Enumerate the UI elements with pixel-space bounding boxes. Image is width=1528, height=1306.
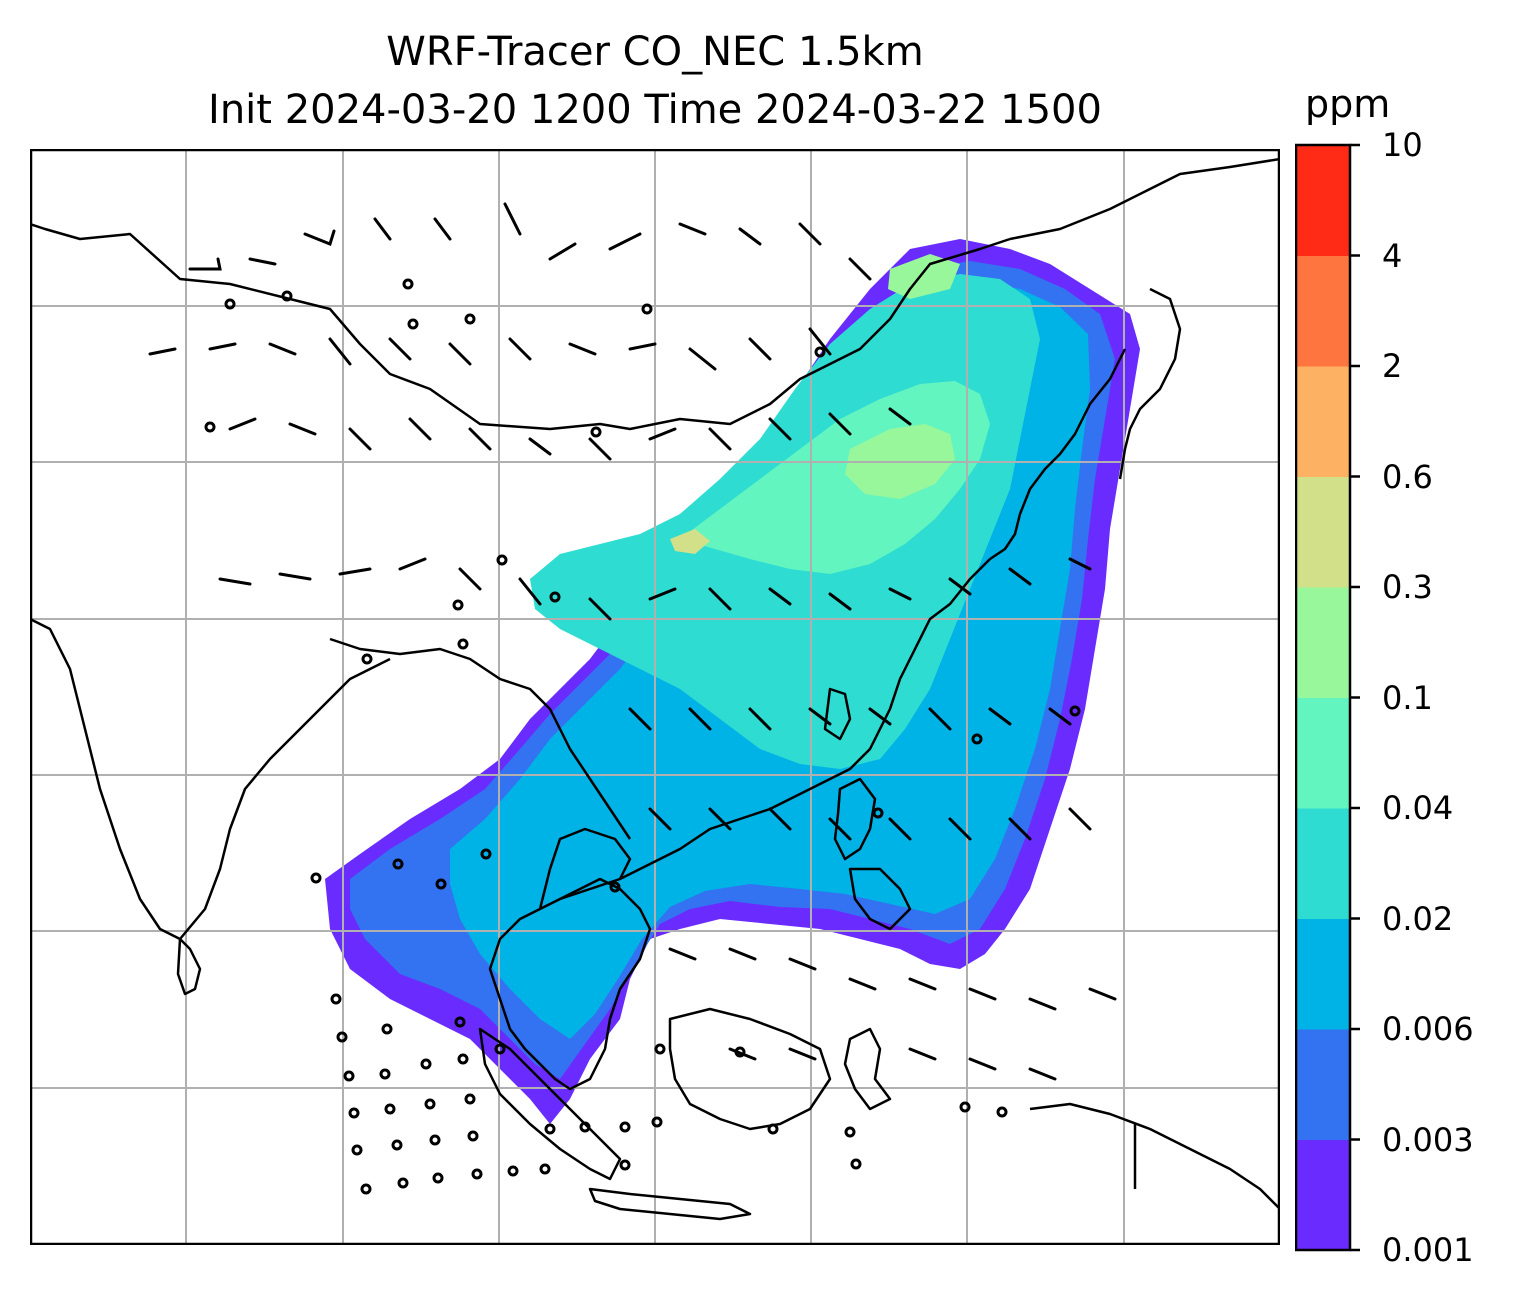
- indochina: [488, 877, 652, 1091]
- colorbar-tick-label: 0.001: [1382, 1231, 1474, 1269]
- philippines-south: [848, 867, 912, 931]
- colorbar-tick-label: 0.003: [1382, 1120, 1474, 1159]
- chart-title-line-2: Init 2024-03-20 1200 Time 2024-03-22 150…: [208, 87, 1102, 133]
- india-coast: [30, 617, 391, 941]
- colorbar-tick-label: 0.04: [1382, 789, 1454, 827]
- map-panel: [30, 149, 1280, 1245]
- tracer-plume: [325, 239, 1140, 1124]
- colorbar-segment: [1295, 808, 1350, 919]
- gulf-thailand: [538, 827, 632, 910]
- china-mongolia-border: [30, 222, 1011, 431]
- colorbar-segment: [1295, 476, 1350, 588]
- colorbar-tick-label: 0.6: [1382, 457, 1433, 496]
- china-inner-borders: [329, 637, 632, 840]
- chart-title-line-1: WRF-Tracer CO_NEC 1.5km: [386, 29, 924, 75]
- philippines-luzon: [833, 777, 877, 861]
- sumatra: [478, 1027, 622, 1181]
- east-china-coast: [539, 558, 991, 911]
- colorbar-segment: [1295, 697, 1350, 809]
- colorbar: [1295, 143, 1360, 1252]
- colorbar-tick-label: 0.1: [1382, 678, 1433, 717]
- sri-lanka: [176, 937, 202, 996]
- colorbar-tick-label: 0.006: [1382, 1010, 1474, 1048]
- coastlines: [30, 157, 1280, 1221]
- colorbar-tick-label: 2: [1382, 347, 1403, 385]
- java: [588, 1187, 752, 1221]
- graticule: [30, 149, 1280, 1245]
- wind-barbs: [148, 202, 1117, 1081]
- colorbar-segment: [1295, 587, 1350, 698]
- colorbar-segment: [1295, 918, 1350, 1030]
- colorbar-tick-label: 0.3: [1382, 568, 1433, 606]
- northeast-coast: [1009, 157, 1280, 241]
- colorbar-tick-label: 4: [1382, 236, 1403, 275]
- plume-level-0.1-b: [888, 254, 960, 299]
- korea-peninsula: [989, 348, 1127, 561]
- colorbar-tick-label: 0.02: [1382, 899, 1454, 938]
- map-frame: [30, 149, 1280, 1245]
- colorbar-segment: [1295, 145, 1350, 256]
- colorbar-segment: [1295, 1139, 1350, 1251]
- colorbar-segment: [1295, 1029, 1350, 1140]
- japan-main: [1118, 287, 1182, 480]
- colorbar-segment: [1295, 366, 1350, 477]
- colorbar-unit-label: ppm: [1305, 82, 1391, 126]
- new-guinea: [1029, 1102, 1280, 1210]
- calm-wind-circles: [204, 278, 1081, 1195]
- colorbar-segment: [1295, 255, 1350, 367]
- plume-level-0.3: [670, 529, 710, 554]
- colorbar-tick-label: 10: [1382, 126, 1423, 164]
- borneo: [668, 1007, 832, 1131]
- sulawesi: [843, 1027, 892, 1111]
